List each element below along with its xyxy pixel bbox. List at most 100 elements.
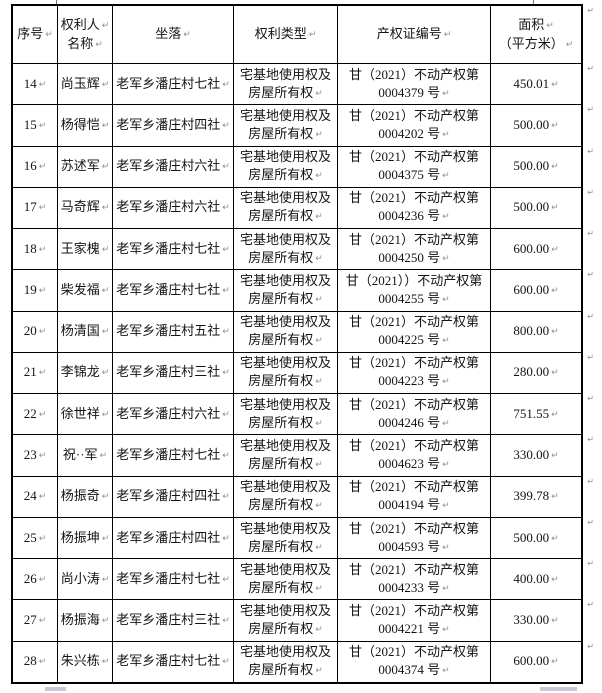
cell-area: 800.00 ↵ (490, 311, 581, 352)
cell-holder-name: 尚小涛 ↵ (57, 559, 112, 600)
cell-cert-number: 甘（2021）不动产权第 0004623 号 ↵ (337, 435, 490, 476)
paragraph-mark: ↵ (222, 451, 230, 462)
cert-number-line2: 0004623 号 (378, 456, 441, 472)
cell-area: 600.00 ↵ (490, 641, 581, 682)
paragraph-mark: ↵ (551, 368, 559, 379)
cert-number-line1: 甘（2021）不动产权第 (348, 479, 479, 495)
row-end-mark: ↵ (587, 517, 594, 527)
right-type-line2: 房屋所有权 (248, 208, 314, 224)
paragraph-mark: ↵ (551, 79, 559, 90)
right-type-line1: 宅基地使用权及 (239, 314, 331, 330)
paragraph-mark: ↵ (38, 657, 47, 668)
header-serial-label: 序号 (17, 26, 44, 41)
cell-serial: 28 ↵ (13, 642, 57, 682)
table-row: 14 ↵ 尚玉辉 ↵ 老军乡潘庄村七社 ↵ 宅基地使用权及 房屋所有权 ↵ 甘（2021… (13, 63, 594, 105)
holder-name: 李锦龙 (60, 364, 100, 380)
cell-serial: 20 ↵ (13, 312, 57, 352)
paragraph-mark: ↵ (101, 120, 110, 131)
cell-area: 500.00 ↵ (490, 187, 581, 229)
cell-right-type: 宅基地使用权及 房屋所有权 ↵ (233, 229, 337, 270)
cell-serial: 26 ↵ (13, 559, 57, 599)
cell-holder-name: 杨振奇 ↵ (57, 476, 112, 517)
cell-serial: 17 ↵ (13, 188, 57, 228)
row-end-mark: ↵ (587, 270, 594, 280)
right-type-line2: 房屋所有权 (248, 84, 314, 100)
right-type-line2: 房屋所有权 (248, 249, 314, 265)
cert-number-line1: 甘（2021）不动产权第 (348, 190, 479, 206)
area-value: 330.00 (513, 612, 550, 628)
cell-right-type: 宅基地使用权及 房屋所有权 ↵ (233, 270, 337, 311)
paragraph-mark: ↵ (101, 368, 110, 379)
cell-area: 450.01 ↵ (490, 64, 581, 105)
table-row: 23 ↵ 祝··军 ↵ 老军乡潘庄村七社 ↵ 宅基地使用权及 房屋所有权 ↵ 甘（202… (13, 434, 594, 476)
row-end-mark: ↵ (587, 105, 594, 115)
paragraph-mark: ↵ (222, 162, 230, 173)
cell-serial: 22 ↵ (13, 394, 57, 434)
area-value: 500.00 (513, 199, 550, 215)
right-type-line1: 宅基地使用权及 (239, 438, 331, 454)
right-type-line1: 宅基地使用权及 (239, 107, 331, 123)
paragraph-mark: ↵ (38, 409, 47, 420)
holder-name: 王家槐 (60, 240, 100, 256)
holder-name: 徐世祥 (60, 405, 100, 421)
paragraph-mark: ↵ (315, 583, 323, 594)
cell-right-type: 宅基地使用权及 房屋所有权 ↵ (233, 517, 337, 559)
paragraph-mark: ↵ (38, 162, 47, 173)
cell-right-type: 宅基地使用权及 房屋所有权 ↵ (233, 187, 337, 229)
paragraph-mark: ↵ (442, 542, 450, 553)
table-row: 15 ↵ 杨得恺 ↵ 老军乡潘庄村四社 ↵ 宅基地使用权及 房屋所有权 ↵ 甘（2021… (13, 104, 594, 146)
cell-serial: 15 ↵ (13, 105, 57, 145)
bottom-right-bar (540, 687, 577, 691)
cell-location: 老军乡潘庄村五社 ↵ (112, 311, 233, 352)
cell-cert-number: 甘（2021）不动产权第 0004236 号 ↵ (337, 187, 490, 229)
cell-right-type: 宅基地使用权及 房屋所有权 ↵ (233, 476, 337, 517)
right-type-line2: 房屋所有权 (248, 125, 314, 141)
cert-number-line2: 0004593 号 (378, 538, 441, 554)
paragraph-mark: ↵ (443, 30, 452, 40)
cell-location: 老军乡潘庄村七社 ↵ (112, 64, 233, 105)
location-text: 老军乡潘庄村四社 (116, 529, 221, 545)
location-text: 老军乡潘庄村五社 (116, 323, 221, 339)
right-type-line2: 房屋所有权 (248, 497, 314, 513)
property-rights-table: 序号 ↵ 权利人 ↵ 名称 ↵ 坐落 ↵ 权利类型 ↵ 产权证编号 ↵ 面积 ↵ （平方米） ↵… (11, 4, 594, 684)
cell-serial: 21 ↵ (13, 353, 57, 393)
header-holder-line1: 权利人 (60, 16, 100, 32)
holder-name: 杨振坤 (60, 529, 100, 545)
cert-number-line2: 0004246 号 (378, 414, 441, 430)
holder-name: 杨振海 (60, 612, 100, 628)
paragraph-mark: ↵ (101, 162, 110, 173)
paragraph-mark: ↵ (101, 203, 110, 214)
right-type-line2: 房屋所有权 (248, 290, 314, 306)
paragraph-mark: ↵ (101, 409, 110, 420)
cell-holder-name: 苏述军 ↵ (57, 146, 112, 187)
cell-cert-number: 甘（2021）不动产权第 0004194 号 ↵ (337, 476, 490, 517)
cell-location: 老军乡潘庄村七社 ↵ (112, 641, 233, 682)
right-type-line1: 宅基地使用权及 (239, 396, 331, 412)
cell-right-type: 宅基地使用权及 房屋所有权 ↵ (233, 435, 337, 476)
cell-location: 老军乡潘庄村六社 ↵ (112, 187, 233, 229)
paragraph-mark: ↵ (183, 30, 191, 40)
cell-serial: 25 ↵ (13, 518, 57, 558)
cell-cert-number: 甘（2021）不动产权第 0004225 号 ↵ (337, 311, 490, 352)
paragraph-mark: ↵ (315, 88, 323, 99)
cell-location: 老军乡潘庄村三社 ↵ (112, 352, 233, 394)
row-end-mark: ↵ (587, 64, 594, 73)
paragraph-mark: ↵ (101, 285, 110, 296)
table-row: 26 ↵ 尚小涛 ↵ 老军乡潘庄村七社 ↵ 宅基地使用权及 房屋所有权 ↵ 甘（2021… (13, 558, 594, 600)
cert-number-line2: 0004250 号 (378, 249, 441, 265)
paragraph-mark: ↵ (38, 79, 47, 90)
serial-number: 25 (23, 529, 37, 545)
row-end-mark: ↵ (587, 394, 594, 404)
paragraph-mark: ↵ (442, 336, 450, 347)
header-cert-number-label: 产权证编号 (376, 26, 442, 41)
table-row: 19 ↵ 柴发福 ↵ 老军乡潘庄村七社 ↵ 宅基地使用权及 房屋所有权 ↵ 甘（2021… (13, 269, 594, 311)
cell-holder-name: 尚玉辉 ↵ (57, 64, 112, 105)
cert-number-line1: 甘（2021）不动产权第 (348, 438, 479, 454)
cell-location: 老军乡潘庄村七社 ↵ (112, 435, 233, 476)
paragraph-mark: ↵ (551, 409, 559, 420)
cell-holder-name: 马奇辉 ↵ (57, 187, 112, 229)
header-cert-number: 产权证编号 ↵ (337, 6, 490, 63)
serial-number: 14 (23, 75, 37, 91)
table-row: 27 ↵ 杨振海 ↵ 老军乡潘庄村三社 ↵ 宅基地使用权及 房屋所有权 ↵ 甘（2021… (13, 599, 594, 641)
cell-area: 600.00 ↵ (490, 229, 581, 270)
